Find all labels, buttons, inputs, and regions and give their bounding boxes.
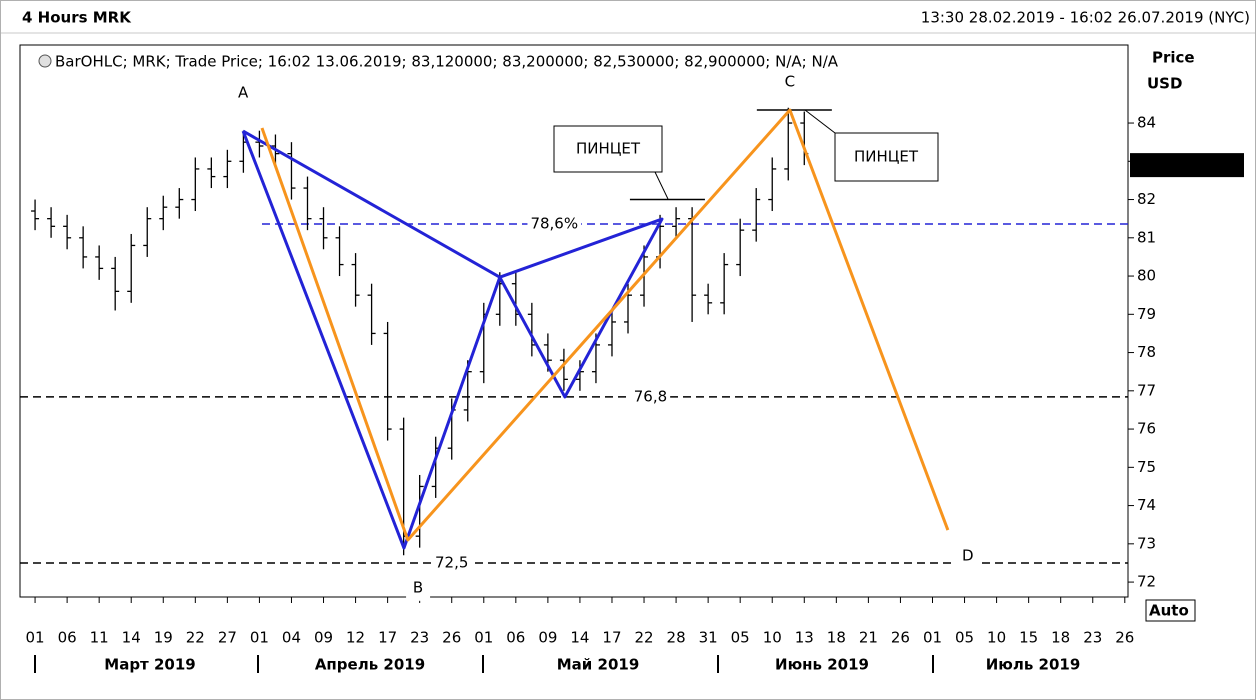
callout-pointer — [804, 109, 836, 134]
y-tick-label: 81 — [1137, 228, 1156, 246]
y-tick-label: 80 — [1137, 267, 1156, 285]
x-tick-label: 23 — [1083, 629, 1102, 647]
x-tick-label: 05 — [955, 629, 974, 647]
x-tick-label: 10 — [763, 629, 782, 647]
month-label: Апрель 2019 — [315, 656, 425, 674]
y-label: USD — [1147, 75, 1182, 93]
last-value-label: 82,900000 — [1133, 156, 1222, 174]
x-tick-label: 06 — [506, 629, 525, 647]
x-tick-label: 14 — [570, 629, 589, 647]
x-tick-label: 31 — [699, 629, 718, 647]
level-label: 76,8 — [634, 387, 667, 405]
x-tick-label: 11 — [90, 629, 109, 647]
pattern-line — [241, 129, 664, 550]
callout-box — [553, 125, 663, 173]
x-tick-label: 10 — [987, 629, 1006, 647]
x-tick-label: 14 — [122, 629, 141, 647]
month-label: Март 2019 — [104, 656, 195, 674]
header-range: 13:30 28.02.2019 - 16:02 26.07.2019 (NYC… — [921, 9, 1250, 27]
callout-pointer — [654, 171, 669, 200]
plot-frame — [19, 44, 1129, 598]
x-tick-label: 19 — [154, 629, 173, 647]
x-tick-label: 26 — [891, 629, 910, 647]
x-tick-label: 17 — [378, 629, 397, 647]
x-tick-label: 22 — [186, 629, 205, 647]
month-label: Май 2019 — [557, 656, 640, 674]
x-tick-label: 18 — [1051, 629, 1070, 647]
x-tick-label: 09 — [538, 629, 557, 647]
x-tick-label: 26 — [442, 629, 461, 647]
point-label: C — [785, 73, 795, 91]
x-tick-label: 01 — [250, 629, 269, 647]
callout-text: ПИНЦЕТ — [854, 148, 919, 166]
y-tick-label: 75 — [1137, 458, 1156, 476]
x-tick-label: 17 — [602, 629, 621, 647]
y-tick-label: 79 — [1137, 305, 1156, 323]
x-tick-label: 22 — [634, 629, 653, 647]
level-label-bg — [630, 387, 671, 406]
callout-box — [834, 132, 939, 182]
x-tick-label: 01 — [26, 629, 45, 647]
auto-label[interactable]: Auto — [1149, 602, 1189, 620]
y-tick-label: 82 — [1137, 190, 1156, 208]
x-tick-label: 28 — [667, 629, 686, 647]
x-tick-label: 06 — [58, 629, 77, 647]
y-tick-label: 78 — [1137, 343, 1156, 361]
point-label-bg — [406, 574, 431, 601]
x-tick-label: 27 — [218, 629, 237, 647]
x-tick-label: 23 — [410, 629, 429, 647]
y-tick-label: 76 — [1137, 420, 1156, 438]
x-tick-label: 26 — [1115, 629, 1134, 647]
y-tick-label: 72 — [1137, 573, 1156, 591]
level-label: 78,6% — [530, 215, 578, 233]
x-tick-label: 09 — [314, 629, 333, 647]
point-label-bg — [231, 80, 256, 107]
y-tick-label: 73 — [1137, 534, 1156, 552]
x-tick-label: 04 — [282, 629, 301, 647]
point-label: B — [413, 578, 423, 596]
month-label: Июль 2019 — [986, 656, 1081, 674]
series-icon — [38, 54, 52, 68]
point-label: D — [962, 547, 974, 565]
x-tick-label: 01 — [474, 629, 493, 647]
point-label-bg — [955, 543, 980, 570]
x-tick-label: 13 — [795, 629, 814, 647]
x-tick-label: 21 — [859, 629, 878, 647]
point-label: A — [238, 84, 249, 102]
point-label-bg — [777, 69, 802, 96]
x-tick-label: 12 — [346, 629, 365, 647]
y-tick-label: 77 — [1137, 381, 1156, 399]
month-label: Июнь 2019 — [775, 656, 869, 674]
callout-text: ПИНЦЕТ — [576, 140, 641, 158]
x-tick-label: 01 — [923, 629, 942, 647]
level-label-bg — [527, 214, 582, 233]
pattern-line — [260, 108, 950, 542]
y-tick-label: 74 — [1137, 496, 1156, 514]
header-title: 4 Hours MRK — [22, 9, 132, 27]
auto-button[interactable] — [1145, 599, 1196, 622]
level-label: 72,5 — [435, 553, 468, 571]
last-value-box — [1130, 153, 1244, 178]
x-tick-label: 15 — [1019, 629, 1038, 647]
x-tick-label: 05 — [731, 629, 750, 647]
x-tick-label: 18 — [827, 629, 846, 647]
y-label: Price — [1152, 49, 1195, 67]
subtitle: BarOHLC; MRK; Trade Price; 16:02 13.06.2… — [55, 53, 839, 71]
y-tick-label: 84 — [1137, 114, 1156, 132]
level-label-bg — [432, 553, 472, 572]
